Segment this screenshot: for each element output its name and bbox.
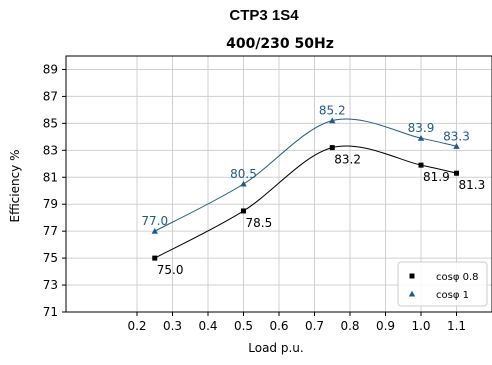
data-point (453, 143, 460, 149)
data-point (151, 227, 158, 234)
data-point (241, 208, 246, 214)
data-point (240, 180, 247, 187)
data-label: 78.5 (246, 216, 273, 230)
plot-frame (65, 55, 492, 313)
x-tick-label: 0.5 (234, 319, 253, 333)
x-tick-label: 0.4 (198, 319, 217, 333)
data-label: 81.9 (423, 170, 450, 184)
data-point (329, 117, 336, 124)
data-label: 83.3 (443, 129, 470, 143)
x-tick-label: 0.8 (340, 319, 359, 333)
data-point (418, 162, 424, 168)
data-point (329, 145, 335, 151)
y-tick-label: 85 (43, 116, 58, 130)
data-label: 77.0 (141, 214, 168, 228)
legend-marker-triangle (408, 290, 416, 297)
data-point (152, 255, 158, 261)
series (151, 117, 460, 261)
x-tick-label: 0.7 (305, 319, 324, 333)
data-label: 83.9 (408, 121, 435, 135)
x-tick-label: 0.3 (163, 319, 182, 333)
y-tick-label: 87 (43, 89, 58, 103)
legend-marker-square (409, 273, 415, 279)
data-labels: 75.0 78.5 83.2 81.9 81.3 77.0 80.5 85.2 83.9 83.3 (141, 104, 485, 277)
legend-box (397, 261, 488, 307)
x-tick-label: 1.0 (411, 319, 430, 333)
data-label: 81.3 (459, 178, 486, 192)
x-tick-label: 1.1 (447, 319, 466, 333)
series-line-1 (154, 118, 457, 232)
x-tick-label: 0.6 (269, 319, 288, 333)
x-tick-label: 0.2 (127, 319, 146, 333)
y-tick-label: 77 (43, 224, 58, 238)
series-line-0 (154, 145, 457, 259)
y-tick-label: 73 (43, 278, 58, 292)
y-tick-label: 71 (43, 305, 58, 319)
data-point (454, 170, 459, 176)
y-tick-label: 89 (43, 62, 58, 76)
data-label: 83.2 (334, 153, 361, 167)
legend-entry: cosφ 0.8 (436, 272, 479, 283)
y-tick-label: 83 (43, 143, 58, 157)
y-tick-label: 81 (43, 170, 58, 184)
legend-entry: cosφ 1 (436, 290, 469, 301)
data-label: 85.2 (319, 104, 346, 118)
y-tick-label: 79 (43, 197, 58, 211)
chart-subtitle: 400/230 50Hz (226, 36, 334, 52)
y-axis-label: Efficiency % (8, 149, 22, 222)
x-axis-label: Load p.u. (248, 341, 303, 355)
data-point (417, 134, 425, 141)
data-label: 75.0 (157, 263, 184, 277)
axes: 0.2 0.3 0.4 0.5 0.6 0.7 0.8 0.9 1.0 1.1 71 73 75 77 79… (43, 55, 492, 333)
x-tick-label: 0.9 (376, 319, 395, 333)
y-tick-label: 75 (43, 251, 58, 265)
data-label: 80.5 (230, 167, 257, 181)
chart-title: CTP3 1S4 (229, 7, 299, 24)
legend: cosφ 0.8 cosφ 1 (397, 261, 488, 307)
